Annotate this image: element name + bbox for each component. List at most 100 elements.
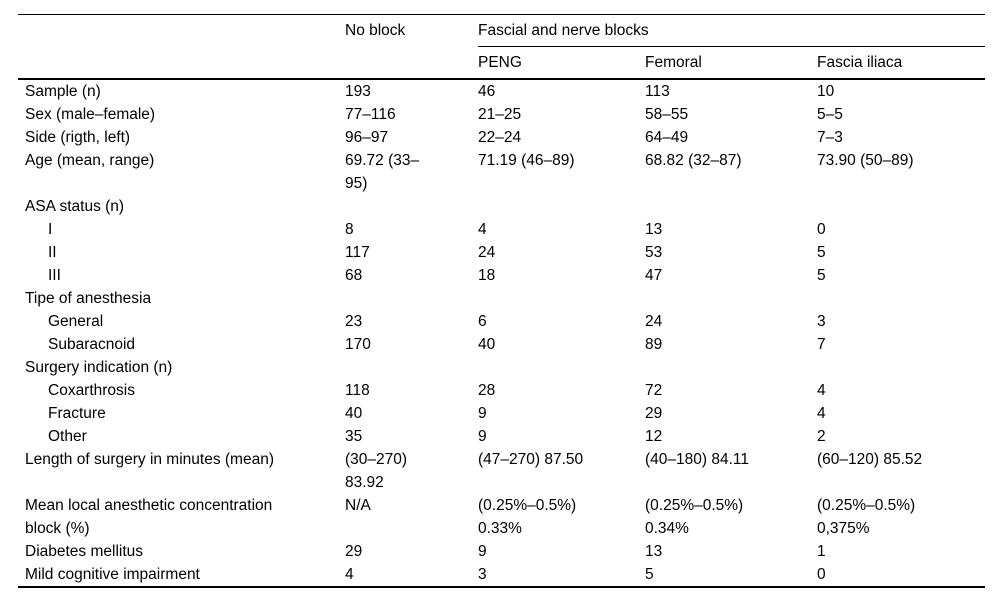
table-cell: 9 — [478, 428, 487, 445]
table-cell — [645, 356, 817, 379]
row-label: Fracture — [48, 405, 106, 422]
table-cell: 24 — [478, 244, 496, 261]
table-row: II 117 24 53 5 — [18, 241, 985, 264]
table-cell: 23 — [345, 313, 363, 330]
table-cell: (40–180) 84.11 — [645, 451, 749, 468]
table-cell: 5 — [645, 566, 654, 583]
table-cell: 9 — [478, 405, 487, 422]
table-cell: 96–97 — [345, 129, 389, 146]
table-cell: 68.82 (32–87) — [645, 152, 742, 169]
table-cell: 0 — [817, 566, 826, 583]
table-cell: 117 — [345, 244, 370, 261]
row-label: Mean local anesthetic concentration bloc… — [25, 497, 273, 537]
table-cell: 28 — [478, 382, 496, 399]
table-cell: 2 — [817, 428, 826, 445]
row-label: Tipe of anesthesia — [25, 290, 152, 307]
table-cell: 9 — [478, 543, 487, 560]
table-cell: 170 — [345, 336, 371, 353]
table-cell: 73.90 (50–89) — [817, 152, 914, 169]
header-femoral: Femoral — [645, 46, 817, 80]
table-cell — [817, 287, 985, 310]
table-cell: 4 — [817, 405, 826, 422]
table-cell: (60–120) 85.52 — [817, 451, 923, 468]
table-cell: (47–270) 87.50 — [478, 451, 584, 468]
row-label: Mild cognitive impairment — [25, 566, 200, 583]
header-row-subcolumns: PENG Femoral Fascia iliaca — [18, 46, 986, 80]
table-row: ASA status (n) — [18, 195, 985, 218]
table-cell — [645, 195, 817, 218]
table-cell: 68 — [345, 267, 363, 284]
table-row: Side (rigth, left) 96–97 22–24 64–49 7–3 — [18, 126, 985, 149]
row-label: Age (mean, range) — [25, 152, 155, 169]
table-cell: 46 — [478, 83, 496, 100]
table-row: General 23 6 24 3 — [18, 310, 985, 333]
header-empty-cell — [18, 15, 345, 47]
table-row: Mild cognitive impairment 4 3 5 0 — [18, 563, 985, 587]
table-cell: 21–25 — [478, 106, 522, 123]
table-row: Coxarthrosis 118 28 72 4 — [18, 379, 985, 402]
table-cell: 118 — [345, 382, 370, 399]
table-row: Surgery indication (n) — [18, 356, 985, 379]
table-row: Age (mean, range) 69.72 (33– 95) 71.19 (46… — [18, 149, 985, 195]
table-cell: 22–24 — [478, 129, 522, 146]
table-row: Fracture 40 9 29 4 — [18, 402, 985, 425]
table-body: Sample (n) 193 46 113 10 Sex (male–female) 77–… — [18, 79, 985, 587]
table-cell: 4 — [817, 382, 826, 399]
table-cell: 24 — [645, 313, 663, 330]
row-label: Other — [48, 428, 87, 445]
table-cell: 113 — [645, 83, 670, 100]
row-label: Surgery indication (n) — [25, 359, 173, 376]
table-cell: (0.25%–0.5%) 0,375% — [817, 497, 916, 537]
row-label: ASA status (n) — [25, 198, 125, 215]
table-cell — [478, 356, 645, 379]
table-cell: 7 — [817, 336, 826, 353]
table-cell: 6 — [478, 313, 487, 330]
header-peng: PENG — [478, 46, 645, 80]
table-cell: 72 — [645, 382, 663, 399]
patient-demographics-table: No block Fascial and nerve blocks PENG F… — [18, 14, 986, 588]
table-cell: 10 — [817, 83, 835, 100]
table-cell: 58–55 — [645, 106, 689, 123]
table-cell: 5–5 — [817, 106, 843, 123]
table-cell — [345, 195, 478, 218]
row-label: General — [48, 313, 104, 330]
table-cell: 193 — [345, 83, 371, 100]
table-row: Mean local anesthetic concentration bloc… — [18, 494, 985, 540]
table-cell: 5 — [817, 244, 826, 261]
table-cell: 1 — [817, 543, 826, 560]
table-cell: 35 — [345, 428, 363, 445]
table-cell — [345, 287, 478, 310]
table-cell: 0 — [817, 221, 826, 238]
table-cell: 7–3 — [817, 129, 843, 146]
table-cell: 64–49 — [645, 129, 689, 146]
table-row: I 8 4 13 0 — [18, 218, 985, 241]
row-label: III — [48, 267, 61, 284]
row-label: Sample (n) — [25, 83, 101, 100]
header-empty-cell — [345, 46, 478, 80]
table-cell — [345, 356, 478, 379]
table-cell: 40 — [345, 405, 363, 422]
table-cell: 12 — [645, 428, 663, 445]
table-cell — [478, 195, 645, 218]
table-cell: 29 — [645, 405, 663, 422]
table-cell: 77–116 — [345, 106, 396, 123]
table-cell: 53 — [645, 244, 663, 261]
table-cell: 8 — [345, 221, 354, 238]
table-cell: 13 — [645, 221, 663, 238]
table-cell: 3 — [817, 313, 826, 330]
table-row: Length of surgery in minutes (mean) (30–2… — [18, 448, 985, 494]
header-fascia-iliaca: Fascia iliaca — [817, 46, 986, 80]
row-label: Sex (male–female) — [25, 106, 156, 123]
table-cell: 4 — [345, 566, 354, 583]
row-label: Length of surgery in minutes (mean) — [25, 451, 274, 468]
row-label: Diabetes mellitus — [25, 543, 144, 560]
table-row: Other 35 9 12 2 — [18, 425, 985, 448]
table-cell: 71.19 (46–89) — [478, 152, 575, 169]
table-row: Sample (n) 193 46 113 10 — [18, 79, 985, 103]
row-label: Side (rigth, left) — [25, 129, 131, 146]
table-cell: (0.25%–0.5%) 0.34% — [645, 497, 744, 537]
table-cell: 47 — [645, 267, 663, 284]
header-row-groups: No block Fascial and nerve blocks — [18, 14, 986, 47]
table-cell — [478, 287, 645, 310]
table-cell: 18 — [478, 267, 496, 284]
